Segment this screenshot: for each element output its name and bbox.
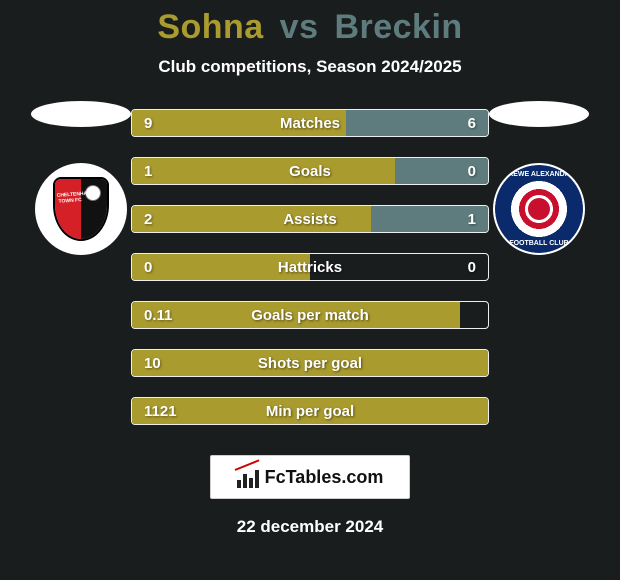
right-marker-ellipse bbox=[489, 101, 589, 127]
club-right-bottom-text: FOOTBALL CLUB bbox=[495, 240, 583, 247]
stat-row: 10Shots per goal bbox=[131, 349, 489, 377]
club-right-top-text: CREWE ALEXANDRA bbox=[495, 171, 583, 178]
stat-label: Matches bbox=[132, 110, 488, 136]
stat-label: Shots per goal bbox=[132, 350, 488, 376]
stat-row: 00Hattricks bbox=[131, 253, 489, 281]
page-title: Sohna vs Breckin bbox=[157, 8, 462, 47]
bar-chart-icon bbox=[237, 466, 259, 488]
stat-label: Goals per match bbox=[132, 302, 488, 328]
title-vs: vs bbox=[280, 8, 319, 46]
lion-icon bbox=[528, 198, 550, 220]
right-side: CREWE ALEXANDRA FOOTBALL CLUB bbox=[489, 101, 589, 255]
main-content: CHELTENHAM TOWN FC 96Matches 10Goals 21Ass… bbox=[0, 101, 620, 433]
brand-box: FcTables.com bbox=[210, 455, 411, 499]
title-player2: Breckin bbox=[334, 8, 462, 46]
date-text: 22 december 2024 bbox=[237, 517, 384, 537]
stat-row: 96Matches bbox=[131, 109, 489, 137]
club-left-text: CHELTENHAM TOWN FC bbox=[57, 192, 84, 205]
club-badge-left: CHELTENHAM TOWN FC bbox=[35, 163, 127, 255]
stat-label: Hattricks bbox=[132, 254, 488, 280]
footer: FcTables.com 22 december 2024 bbox=[210, 455, 411, 537]
stat-row: 1121Min per goal bbox=[131, 397, 489, 425]
stat-row: 0.11Goals per match bbox=[131, 301, 489, 329]
left-side: CHELTENHAM TOWN FC bbox=[31, 101, 131, 255]
subtitle: Club competitions, Season 2024/2025 bbox=[158, 57, 461, 77]
shield-icon: CHELTENHAM TOWN FC bbox=[53, 177, 109, 241]
stat-bars: 96Matches 10Goals 21Assists 00Hattricks 0.11… bbox=[131, 101, 489, 433]
club-badge-right: CREWE ALEXANDRA FOOTBALL CLUB bbox=[493, 163, 585, 255]
brand-text: FcTables.com bbox=[265, 467, 384, 488]
stat-label: Goals bbox=[132, 158, 488, 184]
stat-row: 10Goals bbox=[131, 157, 489, 185]
left-marker-ellipse bbox=[31, 101, 131, 127]
stat-label: Min per goal bbox=[132, 398, 488, 424]
stat-row: 21Assists bbox=[131, 205, 489, 233]
title-player1: Sohna bbox=[157, 8, 263, 46]
stat-label: Assists bbox=[132, 206, 488, 232]
